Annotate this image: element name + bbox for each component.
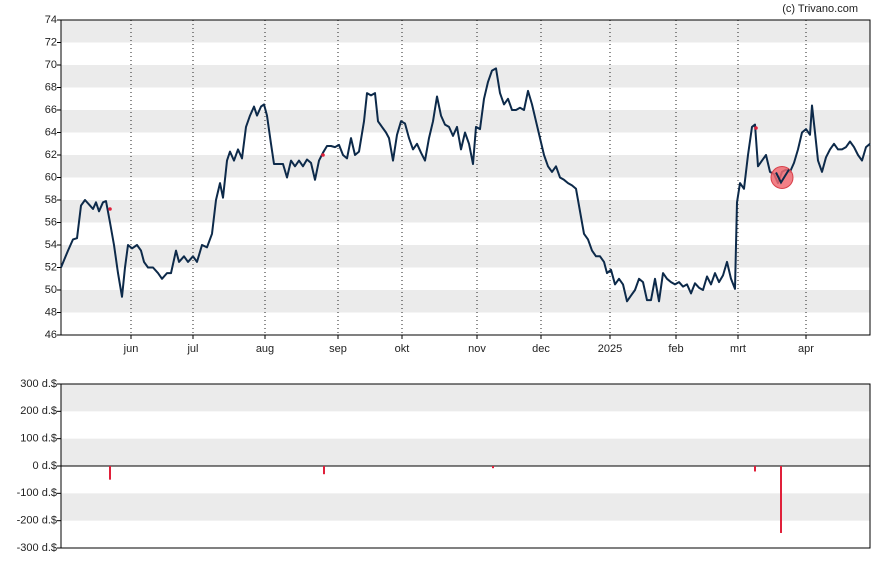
grid-band (61, 110, 870, 133)
grid-band (61, 155, 870, 178)
highlight-check (775, 168, 790, 185)
x-tick-label: mrt (730, 343, 746, 355)
x-tick-label: sep (329, 343, 347, 355)
bar (323, 466, 325, 475)
y-tick-label: 60 (45, 171, 57, 183)
y-tick-label: 72 (45, 36, 57, 48)
x-tick-label: aug (256, 343, 274, 355)
y-tick-label: 70 (45, 59, 57, 71)
x-tick-label: feb (668, 343, 683, 355)
x-tick-label: 2025 (598, 343, 622, 355)
y-tick-label: -300 d.$ (17, 542, 57, 554)
y-tick-label: 52 (45, 261, 57, 273)
y-tick-label: 64 (45, 126, 57, 138)
y-tick-label: 48 (45, 306, 57, 318)
y-tick-label: 74 (45, 14, 57, 26)
x-tick-label: apr (798, 343, 814, 355)
grid-band (61, 438, 870, 466)
grid-band (61, 200, 870, 223)
y-tick-label: 200 d.$ (20, 405, 57, 417)
bar (492, 466, 494, 469)
grid-band (61, 493, 870, 521)
plot-frame (60, 19, 871, 336)
grid-band (61, 20, 870, 43)
y-tick-label: -100 d.$ (17, 487, 57, 499)
y-tick-label: 100 d.$ (20, 433, 57, 445)
grid-band (61, 65, 870, 88)
price-line (60, 67, 871, 303)
y-tick-label: 66 (45, 104, 57, 116)
bar (780, 466, 782, 533)
trade-marker (321, 153, 325, 157)
trade-marker (108, 207, 112, 211)
x-tick-label: okt (395, 343, 410, 355)
y-tick-label: 62 (45, 149, 57, 161)
x-tick-label: jun (123, 343, 139, 355)
y-tick-label: 300 d.$ (20, 378, 57, 390)
y-tick-label: 50 (45, 284, 57, 296)
y-tick-label: 54 (45, 239, 57, 251)
bar (109, 466, 111, 480)
grid-band (61, 290, 870, 313)
grid-band (61, 245, 870, 268)
highlight-marker (770, 166, 794, 189)
grid-band (61, 384, 870, 412)
x-tick-label: jul (186, 343, 198, 355)
x-tick-label: nov (468, 343, 486, 355)
watermark: (c) Trivano.com (782, 3, 858, 15)
trade-marker (754, 126, 758, 130)
x-tick-label: dec (532, 343, 550, 355)
y-tick-label: 58 (45, 194, 57, 206)
y-tick-label: -200 d.$ (17, 515, 57, 527)
bar (754, 466, 756, 472)
y-tick-label: 0 d.$ (33, 460, 57, 472)
y-tick-label: 56 (45, 216, 57, 228)
y-tick-label: 46 (45, 329, 57, 341)
y-tick-label: 68 (45, 81, 57, 93)
